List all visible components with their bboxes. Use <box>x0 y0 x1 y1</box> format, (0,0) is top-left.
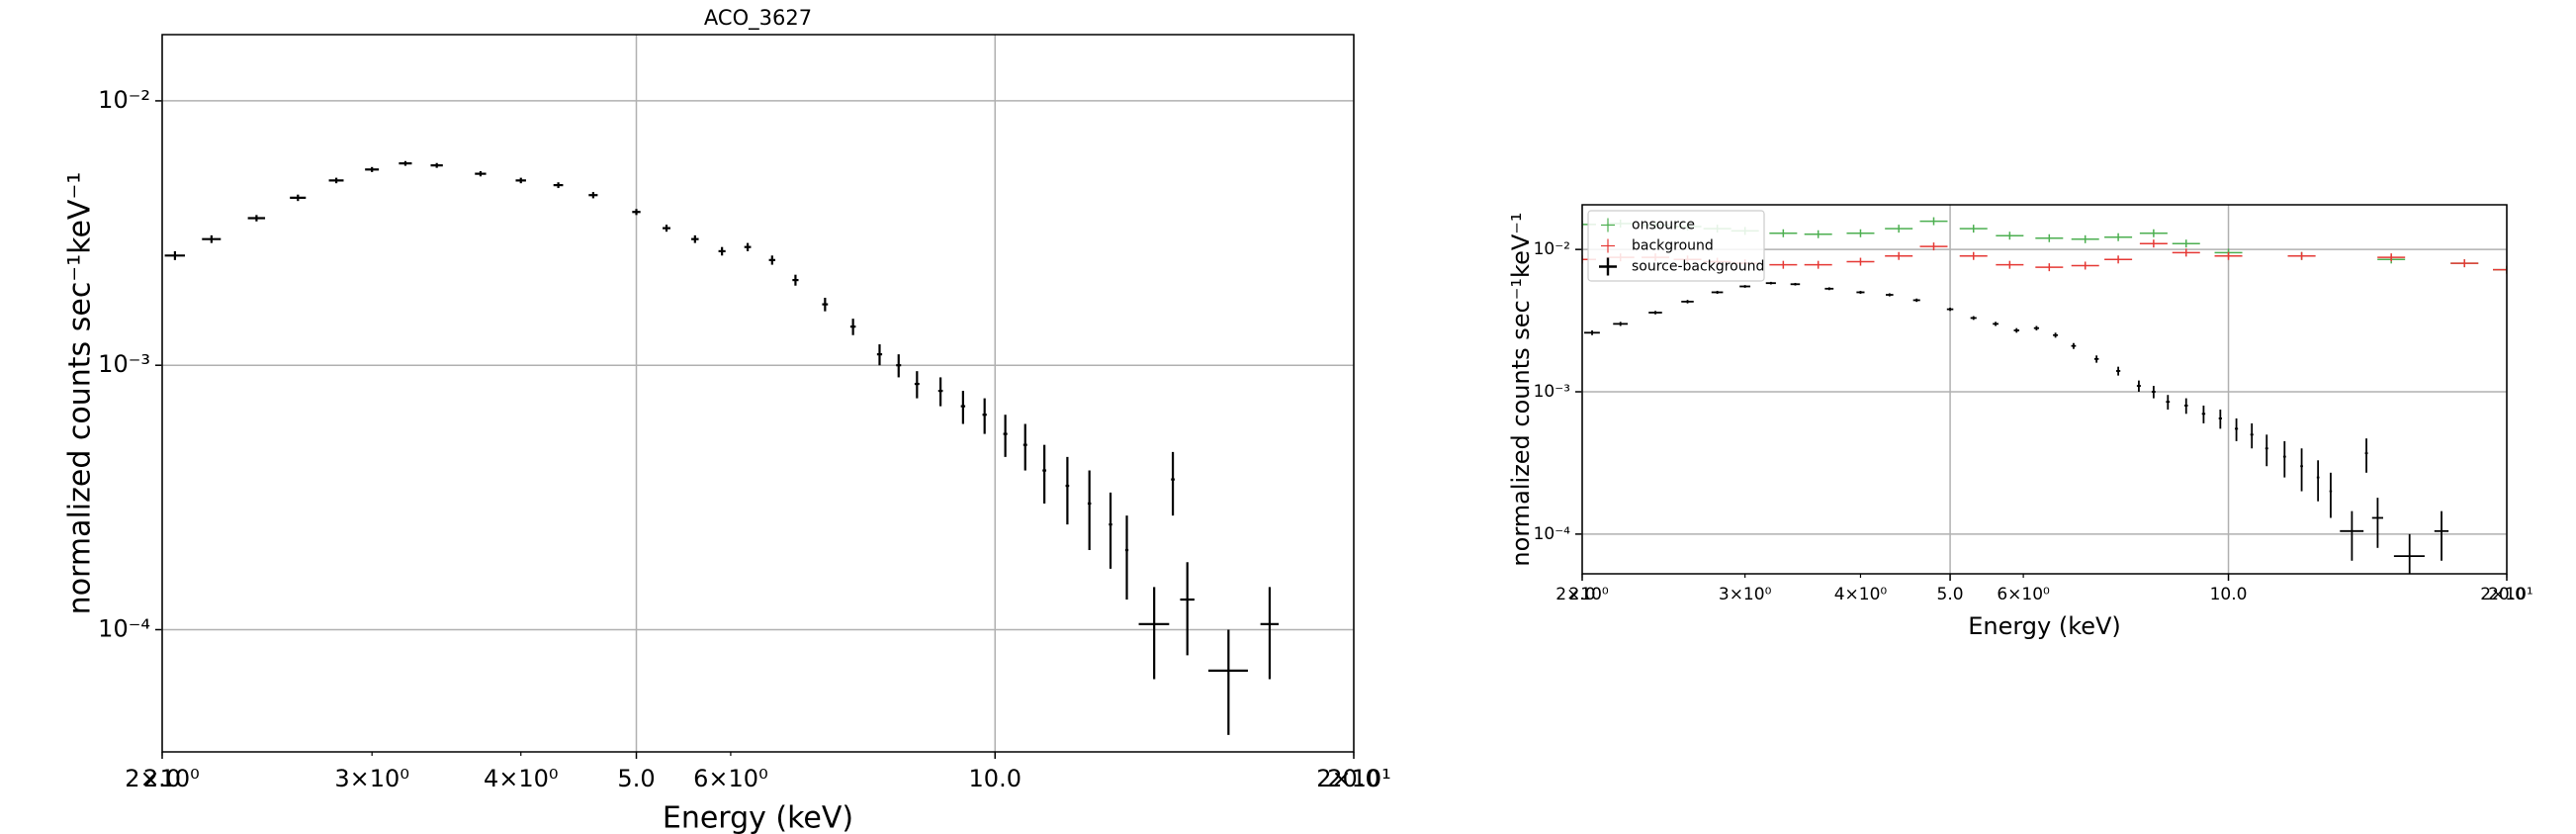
legend-label: onsource <box>1632 218 1695 233</box>
y-tick-label: 10⁻³ <box>1534 382 1570 402</box>
x-minor-tick-label: 2×10⁰ <box>125 765 200 792</box>
x-tick-label: 10.0 <box>2210 585 2248 604</box>
y-tick-label: 10⁻² <box>98 86 150 114</box>
y-axis-label: normalized counts sec⁻¹keV⁻¹ <box>1507 212 1535 566</box>
x-tick-label: 20.0 <box>2488 585 2526 604</box>
y-tick-label: 10⁻⁴ <box>1534 524 1571 544</box>
x-minor-tick-label: 4×10⁰ <box>1834 585 1888 604</box>
x-axis-label: Energy (keV) <box>1968 612 2121 640</box>
y-tick-label: 10⁻⁴ <box>98 614 150 642</box>
plot-area <box>162 35 1354 752</box>
y-tick-label: 10⁻² <box>1534 239 1570 259</box>
x-tick-label: 10.0 <box>969 765 1022 792</box>
x-minor-tick-label: 2×10¹ <box>2480 585 2533 604</box>
x-minor-tick-label: 3×10⁰ <box>334 765 409 792</box>
x-minor-tick-label: 6×10⁰ <box>693 765 768 792</box>
x-minor-tick-label: 2×10¹ <box>1316 765 1391 792</box>
x-minor-tick-label: 2×10⁰ <box>1555 585 1609 604</box>
chart-title: ACO_3627 <box>704 6 812 31</box>
legend-label: background <box>1632 238 1714 254</box>
x-tick-label: 2.0 <box>1568 585 1595 604</box>
axes-frame <box>161 34 1355 753</box>
x-tick-label: 2.0 <box>143 765 181 792</box>
legend-box <box>1587 210 1765 282</box>
axes-frame <box>1581 204 2508 575</box>
legend-label: source-background <box>1632 259 1764 275</box>
x-tick-label: 20.0 <box>1327 765 1379 792</box>
x-minor-tick-label: 3×10⁰ <box>1719 585 1772 604</box>
x-minor-tick-label: 6×10⁰ <box>1997 585 2050 604</box>
x-axis-label: Energy (keV) <box>663 801 853 834</box>
y-axis-label: normalized counts sec⁻¹keV⁻¹ <box>63 172 98 615</box>
x-minor-tick-label: 4×10⁰ <box>484 765 559 792</box>
x-tick-label: 5.0 <box>1937 585 1964 604</box>
y-tick-label: 10⁻³ <box>98 350 150 378</box>
x-tick-label: 5.0 <box>617 765 655 792</box>
